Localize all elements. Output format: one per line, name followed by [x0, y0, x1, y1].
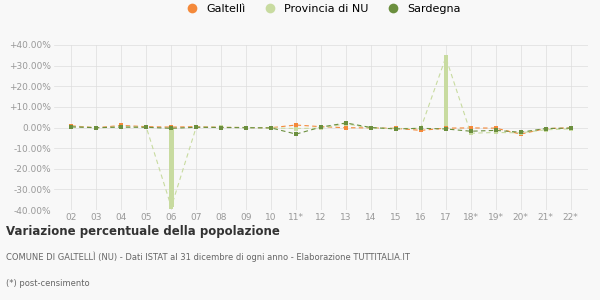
- Point: [142, 124, 151, 129]
- Point: [116, 123, 126, 128]
- Point: [341, 125, 351, 130]
- Point: [466, 125, 476, 130]
- Point: [341, 121, 351, 125]
- Point: [566, 126, 575, 130]
- Point: [217, 125, 226, 130]
- Point: [491, 130, 500, 135]
- Point: [516, 130, 526, 135]
- Bar: [443, 57, 448, 128]
- Point: [391, 126, 401, 131]
- Point: [516, 130, 526, 135]
- Point: [491, 128, 500, 133]
- Point: [166, 125, 176, 130]
- Point: [366, 125, 376, 130]
- Point: [541, 126, 550, 131]
- Point: [566, 127, 575, 131]
- Bar: [169, 128, 173, 207]
- Point: [92, 125, 101, 130]
- Point: [67, 124, 76, 128]
- Point: [366, 126, 376, 130]
- Point: [441, 126, 451, 130]
- Point: [116, 125, 126, 130]
- Text: (*) post-censimento: (*) post-censimento: [6, 279, 89, 288]
- Point: [92, 125, 101, 130]
- Point: [316, 126, 326, 130]
- Point: [541, 128, 550, 132]
- Point: [416, 126, 425, 131]
- Point: [266, 125, 276, 130]
- Point: [217, 125, 226, 130]
- Text: COMUNE DI GALTELLÌ (NU) - Dati ISTAT al 31 dicembre di ogni anno - Elaborazione : COMUNE DI GALTELLÌ (NU) - Dati ISTAT al …: [6, 252, 410, 262]
- Point: [191, 125, 201, 130]
- Point: [416, 126, 425, 131]
- Point: [391, 127, 401, 131]
- Point: [67, 124, 76, 129]
- Point: [241, 125, 251, 130]
- Point: [291, 123, 301, 128]
- Point: [241, 125, 251, 130]
- Point: [166, 126, 176, 131]
- Point: [217, 125, 226, 130]
- Point: [166, 205, 176, 209]
- Point: [441, 127, 451, 131]
- Point: [142, 125, 151, 130]
- Point: [466, 131, 476, 136]
- Point: [491, 126, 500, 130]
- Point: [291, 126, 301, 131]
- Point: [391, 126, 401, 131]
- Point: [441, 55, 451, 60]
- Point: [316, 124, 326, 129]
- Point: [67, 124, 76, 129]
- Point: [266, 125, 276, 130]
- Point: [92, 125, 101, 130]
- Point: [316, 125, 326, 130]
- Point: [241, 125, 251, 130]
- Text: Variazione percentuale della popolazione: Variazione percentuale della popolazione: [6, 225, 280, 238]
- Point: [191, 125, 201, 130]
- Point: [366, 125, 376, 130]
- Point: [516, 132, 526, 136]
- Point: [191, 124, 201, 129]
- Point: [416, 128, 425, 133]
- Point: [566, 125, 575, 130]
- Point: [142, 125, 151, 130]
- Point: [541, 126, 550, 131]
- Point: [116, 124, 126, 129]
- Point: [341, 122, 351, 126]
- Point: [266, 125, 276, 130]
- Point: [466, 129, 476, 134]
- Point: [291, 132, 301, 136]
- Legend: Galtellì, Provincia di NU, Sardegna: Galtellì, Provincia di NU, Sardegna: [181, 4, 461, 14]
